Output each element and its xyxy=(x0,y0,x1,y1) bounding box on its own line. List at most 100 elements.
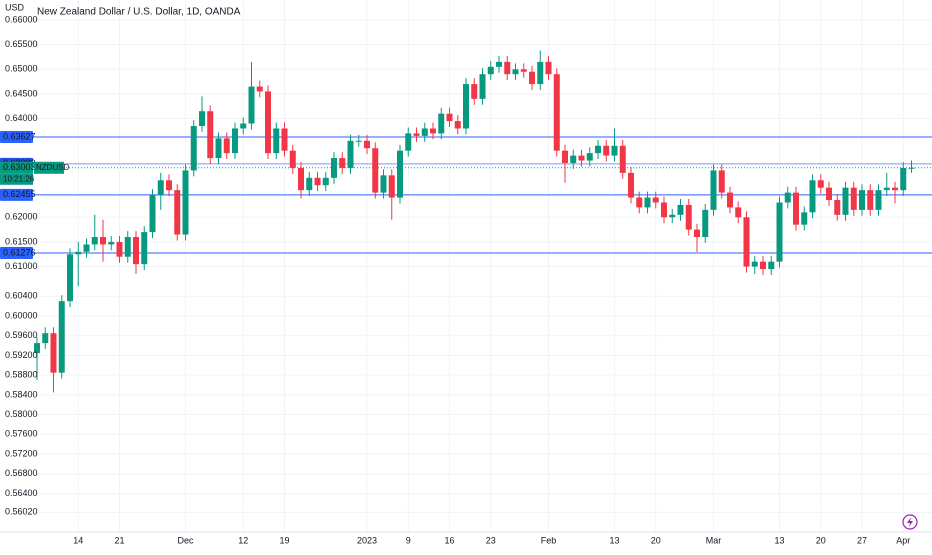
candle-body xyxy=(834,200,841,215)
candle-body xyxy=(157,180,164,196)
candle-body xyxy=(50,333,57,373)
y-axis-label: USD xyxy=(5,2,25,12)
candle-body xyxy=(438,113,445,134)
x-tick-label: 21 xyxy=(114,535,124,545)
candle-body xyxy=(289,150,296,168)
grid xyxy=(33,0,932,532)
x-tick-label: Feb xyxy=(541,535,557,545)
candle-body xyxy=(801,212,808,225)
candle-body xyxy=(273,128,280,154)
candle-body xyxy=(793,192,799,225)
candle-body xyxy=(661,202,667,218)
candle-body xyxy=(512,69,519,75)
y-tick-label: 0.57600 xyxy=(5,429,38,439)
candle-body xyxy=(619,145,626,173)
x-tick-label: 16 xyxy=(444,535,454,545)
y-tick-label: 0.59200 xyxy=(5,350,38,360)
candle-body xyxy=(256,86,263,92)
countdown-tag xyxy=(0,173,33,185)
candle-body xyxy=(669,214,676,218)
candle-body xyxy=(553,74,560,151)
candle-body xyxy=(215,138,222,159)
candle-body xyxy=(809,180,816,213)
x-tick-label: 13 xyxy=(609,535,619,545)
candle-body xyxy=(430,128,436,134)
price-line-label: 0.63627 xyxy=(3,131,36,141)
candle-body xyxy=(42,333,49,344)
candle-body xyxy=(133,237,139,265)
candle-body xyxy=(504,61,511,75)
candle-body xyxy=(75,251,82,255)
candle-body xyxy=(677,204,684,215)
candle-body xyxy=(471,84,478,99)
candle-body xyxy=(776,202,783,262)
candle-body xyxy=(644,197,651,208)
candle-body xyxy=(223,138,230,154)
candle-body xyxy=(182,170,189,235)
candle-body xyxy=(743,217,750,267)
candle-body xyxy=(817,180,824,188)
x-tick-label: 19 xyxy=(279,535,289,545)
labels: 0.66000 0.65500 0.65000 0.64500 0.64000 0.620… xyxy=(0,14,932,545)
x-tick-label: Apr xyxy=(896,535,910,545)
candle-body xyxy=(421,128,428,136)
candle-body xyxy=(190,126,197,171)
candle-body xyxy=(67,254,73,302)
candle-body xyxy=(595,145,601,154)
x-tick-label: 20 xyxy=(816,535,826,545)
candle-body xyxy=(454,121,461,129)
y-tick-label: 0.58400 xyxy=(5,389,38,399)
candle-body xyxy=(149,195,156,233)
y-tick-label: 0.61000 xyxy=(5,261,38,271)
candle-body xyxy=(446,113,453,122)
x-tick-label: 27 xyxy=(857,535,867,545)
y-tick-label: 0.57200 xyxy=(5,448,38,458)
candle-body xyxy=(710,170,717,210)
price-line-label: 0.62455 xyxy=(3,189,36,199)
candle-body xyxy=(908,167,915,169)
candle-body xyxy=(496,61,502,67)
icon-circle[interactable] xyxy=(902,514,918,530)
candle-body xyxy=(529,71,535,85)
candle-body xyxy=(306,177,313,191)
y-tick-label: 0.62000 xyxy=(5,212,38,222)
chart-title: New Zealand Dollar / U.S. Dollar, 1D, OA… xyxy=(37,7,241,18)
icon-bolt[interactable] xyxy=(907,517,913,527)
candle-body xyxy=(331,158,337,178)
candle-body xyxy=(685,204,692,230)
candle-body xyxy=(347,140,354,168)
candle-body xyxy=(694,229,700,238)
x-tick-label: Mar xyxy=(706,535,722,545)
candle-body xyxy=(562,150,568,164)
candles xyxy=(34,50,915,393)
candle-body xyxy=(248,86,255,124)
candle-body xyxy=(875,190,882,210)
candle-body xyxy=(34,343,40,353)
candle-body xyxy=(545,61,552,75)
x-tick-label: 13 xyxy=(774,535,784,545)
candle-body xyxy=(727,192,733,208)
candle-body xyxy=(58,301,65,373)
candle-body xyxy=(760,261,766,270)
y-tick-label: 0.60000 xyxy=(5,310,38,320)
candle-body xyxy=(405,133,412,151)
candle-body xyxy=(751,261,758,267)
candle-body xyxy=(372,148,379,193)
price-line-tag xyxy=(0,246,33,259)
y-tick-label: 0.64500 xyxy=(5,88,38,98)
candle-body xyxy=(867,190,874,210)
x-tick-label: 14 xyxy=(73,535,83,545)
candle-body xyxy=(479,74,486,99)
y-tick-label: 0.59600 xyxy=(5,330,38,340)
current-price-label: 0.63003 xyxy=(3,162,36,172)
candle-body xyxy=(388,175,395,198)
replay-icon[interactable] xyxy=(902,514,918,530)
candle-body xyxy=(702,209,709,238)
candle-body xyxy=(537,61,544,85)
candle-body xyxy=(850,187,857,210)
candle-body xyxy=(578,155,585,161)
candle-body xyxy=(298,167,304,191)
candle-body xyxy=(570,155,577,164)
candle-body xyxy=(652,197,659,203)
candle-body xyxy=(900,167,907,191)
